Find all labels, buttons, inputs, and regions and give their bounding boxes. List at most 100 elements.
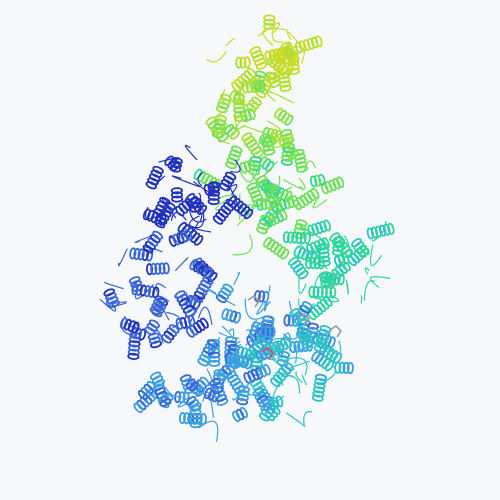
- loop: [363, 279, 376, 301]
- helix: [212, 198, 237, 225]
- loop: [197, 192, 202, 205]
- domain-1: [206, 14, 323, 99]
- loop: [310, 294, 340, 303]
- loop: [251, 319, 264, 336]
- helix: [232, 406, 249, 423]
- helix: [311, 373, 328, 402]
- helix: [311, 350, 335, 372]
- loop: [300, 226, 327, 247]
- helix: [260, 325, 276, 338]
- loop: [153, 175, 165, 186]
- loop: [369, 276, 391, 288]
- helix: [145, 262, 170, 276]
- helix: [225, 145, 243, 170]
- loop: [166, 311, 181, 329]
- loop: [271, 27, 284, 43]
- helix: [144, 319, 160, 336]
- loop: [283, 177, 306, 190]
- loop: [269, 337, 292, 352]
- loop: [256, 301, 271, 315]
- loop: [239, 166, 259, 183]
- loop: [121, 316, 136, 336]
- helix: [168, 229, 193, 247]
- loop: [325, 348, 335, 360]
- helix: [334, 361, 354, 375]
- helix: [185, 378, 205, 397]
- loop: [265, 90, 294, 104]
- loop: [262, 27, 289, 46]
- helix: [288, 256, 309, 280]
- helix: [189, 258, 213, 279]
- domain-9: [133, 339, 272, 442]
- helix: [189, 404, 202, 429]
- helix: [276, 336, 293, 352]
- helix: [239, 159, 256, 174]
- ligand: [297, 312, 311, 326]
- loop: [155, 283, 166, 292]
- helix: [309, 173, 326, 188]
- helix: [185, 294, 201, 310]
- helix: [174, 290, 197, 318]
- helix: [292, 187, 320, 211]
- helix: [320, 176, 345, 195]
- helix: [282, 231, 311, 245]
- helix: [209, 378, 229, 406]
- helix: [119, 317, 140, 334]
- helix: [255, 343, 280, 362]
- helix: [225, 370, 246, 394]
- loop: [281, 375, 301, 394]
- loop: [230, 159, 241, 173]
- loop: [111, 301, 127, 307]
- helix: [245, 96, 262, 113]
- loop: [303, 411, 313, 426]
- loop: [264, 285, 271, 312]
- helix: [331, 260, 351, 280]
- loop: [228, 328, 235, 340]
- domain-3: [193, 136, 345, 260]
- helix: [236, 346, 257, 362]
- loop: [196, 290, 205, 302]
- domain-5: [282, 219, 395, 321]
- loop: [295, 371, 303, 383]
- loop: [160, 379, 181, 398]
- helix: [260, 136, 276, 156]
- domain-4: [142, 144, 254, 246]
- helix: [246, 182, 265, 206]
- loop: [283, 325, 303, 340]
- helix: [207, 338, 221, 367]
- protein-domains: [99, 14, 395, 442]
- loop: [243, 137, 256, 147]
- helix: [152, 383, 172, 407]
- helix: [127, 331, 142, 360]
- loop: [197, 172, 204, 187]
- helix: [137, 380, 157, 400]
- loop: [177, 397, 197, 408]
- helix: [170, 187, 184, 203]
- helix: [161, 324, 180, 344]
- helix: [276, 350, 291, 367]
- loop: [285, 412, 306, 427]
- loop: [289, 360, 310, 370]
- helix: [207, 181, 221, 206]
- helix: [223, 123, 240, 140]
- helix: [145, 165, 164, 190]
- loop: [186, 208, 205, 229]
- loop: [285, 357, 308, 376]
- loop: [312, 196, 328, 209]
- helix: [149, 371, 166, 388]
- helix: [263, 236, 290, 260]
- loop: [206, 51, 227, 63]
- loop: [303, 160, 316, 173]
- loop: [242, 125, 264, 134]
- loop: [215, 199, 229, 211]
- loop: [294, 344, 298, 364]
- helix: [277, 72, 292, 92]
- loop: [197, 306, 213, 325]
- helix: [142, 230, 164, 254]
- loop: [254, 180, 276, 189]
- helix: [318, 271, 333, 287]
- helix: [221, 308, 242, 324]
- helix: [256, 214, 273, 235]
- domain-6: [99, 229, 218, 360]
